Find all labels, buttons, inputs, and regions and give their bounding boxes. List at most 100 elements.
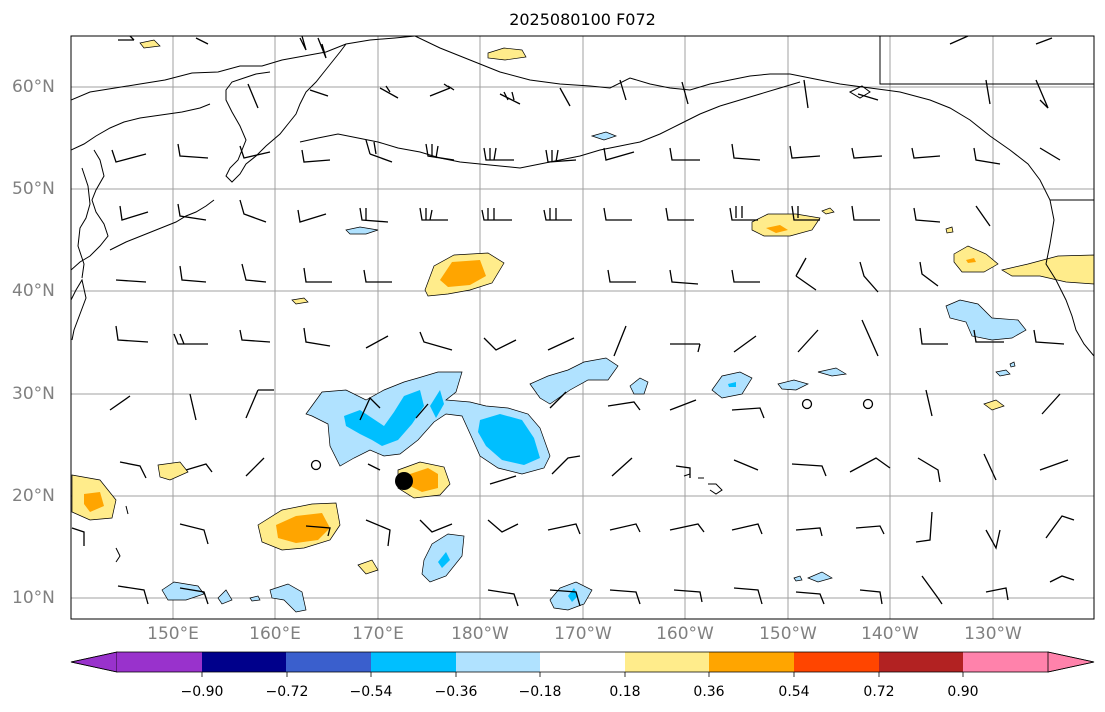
wind-barb: [547, 523, 581, 535]
anomaly-area: [438, 552, 450, 568]
colorbar-extend-high: [1047, 651, 1095, 673]
anomaly-area: [487, 47, 527, 61]
wind-barb: [419, 207, 448, 221]
wind-barb: [729, 206, 758, 221]
anomaly-area: [590, 131, 618, 141]
wind-barb: [733, 459, 759, 471]
wind-barb: [731, 143, 761, 161]
wind-barb: [973, 147, 1001, 165]
wind-barb: [607, 401, 641, 411]
colorbar-segment: [286, 652, 372, 672]
wind-barb: [851, 147, 883, 159]
kamchatka-coastline: [225, 43, 347, 183]
wind-barb: [681, 81, 689, 105]
wind-barb: [301, 149, 331, 163]
alaska-peninsula: [719, 81, 801, 107]
wind-barb: [985, 587, 1009, 601]
alaska-coastline: [414, 36, 1094, 357]
wind-barb: [669, 399, 697, 411]
calm-wind-markers: [310, 398, 874, 471]
map-plot: [71, 36, 1094, 619]
lon-tick-label: 150°W: [759, 624, 817, 644]
wind-barb: [367, 463, 381, 471]
lon-tick-label: 140°W: [861, 624, 919, 644]
wind-barb: [949, 36, 969, 45]
calm-wind-circle: [801, 398, 813, 410]
anomaly-area: [357, 559, 379, 575]
wind-barbs: [71, 36, 1075, 607]
wind-barb: [603, 207, 632, 221]
wind-barb: [917, 457, 941, 483]
wind-barb: [245, 457, 265, 477]
wind-barb: [483, 147, 514, 161]
wind-barb: [975, 205, 991, 227]
positive-anomaly-areas: [71, 39, 1094, 575]
colorbar-label: −0.36: [434, 684, 478, 700]
wind-barb: [733, 587, 763, 605]
lat-tick-label: 20°N: [12, 486, 55, 506]
colorbar-label: −0.18: [518, 684, 562, 700]
colorbar-segment: [117, 652, 203, 672]
wind-barb: [983, 453, 997, 481]
lat-tick-label: 50°N: [12, 179, 55, 199]
colorbar-segment: [963, 652, 1049, 672]
wind-barb: [795, 591, 825, 605]
wind-barb: [619, 79, 627, 101]
wind-barb: [791, 463, 827, 477]
anomaly-area: [440, 260, 486, 287]
wind-barb: [613, 325, 627, 357]
anomaly-area: [276, 513, 330, 543]
wind-barb: [665, 207, 694, 221]
anomaly-area: [430, 390, 444, 418]
wind-barb: [797, 329, 819, 353]
wind-barb: [365, 139, 393, 163]
calm-wind-circle: [862, 398, 874, 410]
wind-barb: [731, 269, 760, 283]
anomaly-area: [807, 571, 833, 583]
wind-barb: [915, 511, 933, 543]
wind-barb: [973, 329, 1004, 343]
colorbar-outline: [70, 651, 1095, 673]
colorbar-label: 0.18: [609, 684, 641, 700]
wind-barb: [1045, 515, 1075, 539]
wind-barb: [1049, 575, 1075, 583]
wind-barb: [545, 149, 577, 163]
wind-barb: [669, 523, 705, 533]
anomaly-area: [953, 245, 999, 273]
wind-barb: [305, 525, 331, 537]
wind-barb: [297, 209, 327, 223]
wind-barb: [245, 389, 274, 419]
wind-barb: [861, 319, 879, 357]
anomaly-area: [945, 299, 1027, 341]
wind-barb: [179, 523, 209, 545]
wind-barb: [189, 393, 197, 421]
wind-barb: [791, 205, 820, 221]
anomaly-area: [751, 213, 821, 237]
colorbar-ticks: [201, 672, 964, 677]
colorbar: [70, 651, 1095, 677]
wind-barb: [481, 208, 512, 221]
colorbar-segment: [540, 652, 626, 672]
wind-barb: [419, 519, 453, 533]
wind-barb: [71, 527, 85, 546]
wind-barb: [303, 327, 331, 347]
wind-barb: [675, 465, 691, 478]
anomaly-area: [269, 583, 307, 613]
wind-barb: [731, 523, 763, 535]
anomaly-area: [983, 399, 1005, 411]
wind-barb: [487, 519, 519, 533]
anomaly-area: [157, 461, 189, 481]
lon-tick-label: 160°E: [249, 624, 301, 644]
wind-barb: [607, 269, 636, 283]
anomaly-area: [529, 357, 619, 405]
colorbar-label: 0.54: [778, 684, 810, 700]
wind-barb: [309, 89, 329, 97]
plot-frame: [70, 35, 1095, 620]
wind-barb: [115, 279, 147, 283]
wind-barb: [609, 589, 641, 605]
wind-barb: [855, 525, 885, 535]
anomaly-area: [1001, 254, 1094, 285]
wind-barb: [241, 263, 267, 283]
wind-barb: [317, 37, 327, 59]
wind-barb: [1041, 393, 1061, 415]
